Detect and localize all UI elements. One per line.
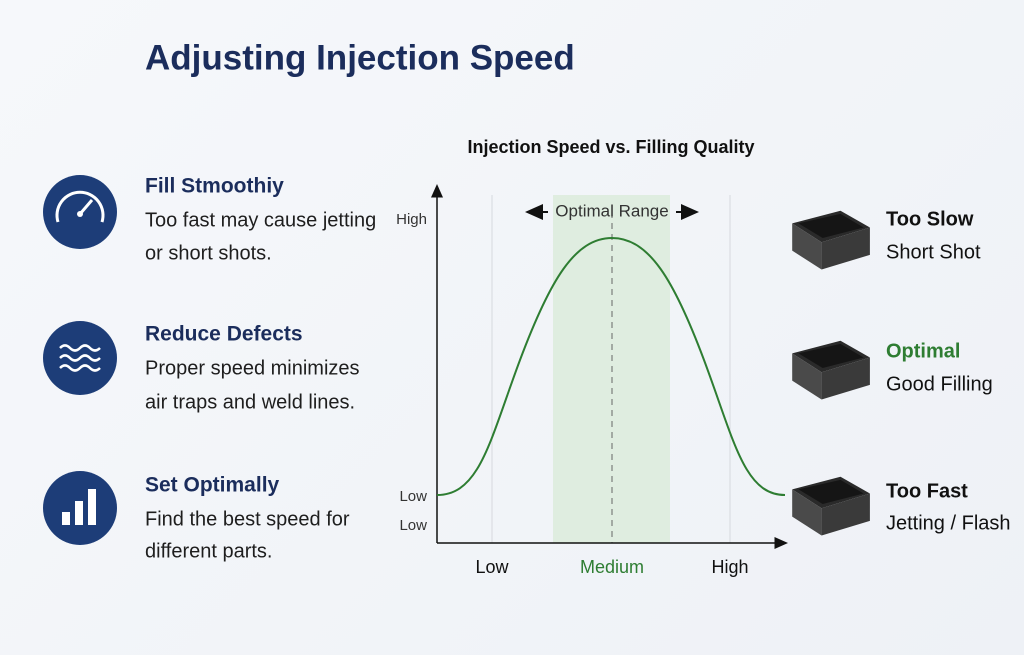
feature-title: Reduce Defects [145, 323, 303, 346]
feature-icon [43, 175, 117, 249]
x-label: Low [475, 557, 509, 577]
feature-icon [43, 321, 117, 395]
quality-curve [436, 236, 786, 496]
outcome-detail: Short Shot [886, 241, 981, 263]
y-label: High [396, 211, 427, 228]
page-title: Adjusting Injection Speed [145, 38, 575, 77]
x-label: Medium [580, 557, 644, 577]
part-image [792, 476, 870, 536]
outcome-label: Optimal [886, 340, 960, 362]
outcome-detail: Good Filling [886, 373, 993, 395]
outcome-label: Too Slow [886, 208, 974, 230]
range-label: Optimal Range [555, 201, 668, 220]
feature-text: Find the best speed for [145, 508, 350, 530]
feature-text: Too fast may cause jetting [145, 209, 376, 231]
graph-title: Injection Speed vs. Filling Quality [467, 137, 754, 157]
feature-text: different parts. [145, 540, 272, 562]
feature-icon [43, 471, 117, 545]
x-label: High [711, 557, 748, 577]
feature-text: or short shots. [145, 242, 272, 264]
outcome-detail: Jetting / Flash [886, 512, 1011, 534]
feature-title: Fill Stmoothiy [145, 175, 284, 198]
feature-title: Set Optimally [145, 474, 280, 497]
part-image [792, 340, 870, 400]
part-image [792, 210, 870, 270]
y-label: Low [399, 488, 427, 505]
feature-text: Proper speed minimizes [145, 357, 360, 379]
feature-text: air traps and weld lines. [145, 391, 355, 413]
y-label: Low [399, 517, 427, 534]
outcome-label: Too Fast [886, 480, 968, 502]
